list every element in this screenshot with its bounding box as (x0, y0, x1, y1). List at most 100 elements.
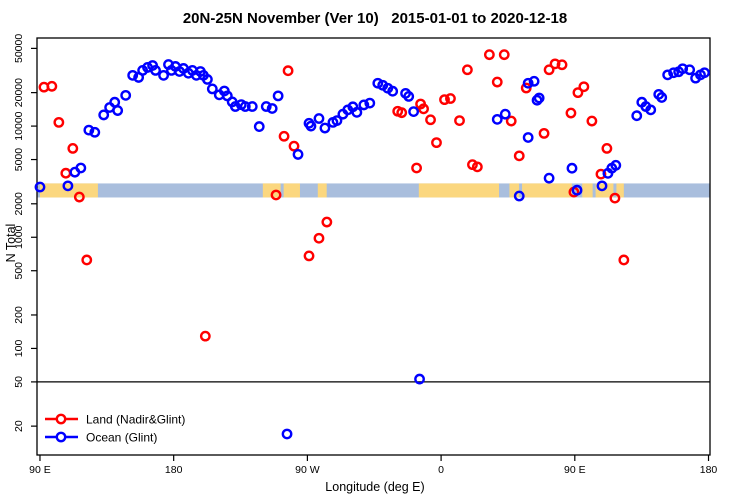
ocean-data-point (684, 64, 696, 76)
legend-marker-icon (55, 431, 67, 443)
ocean-data-point (531, 94, 543, 106)
ocean-data-point (202, 74, 213, 85)
ocean-data-point (75, 162, 87, 174)
land-data-point (543, 64, 555, 76)
ocean-data-point (677, 63, 689, 75)
ocean-data-point (543, 172, 555, 184)
x-axis-tick-label: 90 W (295, 464, 320, 476)
land-data-point (288, 140, 300, 152)
ocean-data-point (656, 92, 668, 103)
ocean-data-point (513, 190, 525, 202)
land-data-point (498, 49, 510, 61)
y-axis-tick-label: 200 (13, 306, 25, 324)
land-data-point (431, 137, 442, 149)
land-data-point (411, 162, 422, 174)
land-data-point (471, 161, 483, 173)
land-data-point (454, 115, 465, 127)
ocean-data-point (631, 110, 643, 122)
land-data-point (396, 107, 408, 119)
y-axis-tick-label: 20 (13, 420, 25, 432)
plot-border (36, 37, 711, 456)
land-data-point (513, 150, 525, 162)
y-axis-tick-label: 2000 (13, 192, 25, 216)
ocean-data-point (528, 75, 540, 87)
land-data-point (572, 87, 584, 99)
ocean-data-point (281, 428, 293, 440)
ocean-data-point (305, 120, 317, 132)
ocean-data-point (668, 67, 680, 79)
ocean-data-point (358, 99, 370, 111)
ocean-data-point (414, 373, 425, 385)
ocean-data-point (158, 69, 169, 81)
ocean-data-point (566, 162, 578, 174)
ocean-data-point (403, 90, 415, 102)
land-data-point (73, 191, 85, 203)
land-data-point (578, 81, 590, 93)
ocean-data-point (610, 159, 622, 171)
map-strip-land-segment (522, 183, 572, 198)
x-axis-tick-label: 180 (700, 464, 718, 476)
x-axis-tick-label: 0 (438, 464, 444, 476)
ocean-data-point (522, 132, 534, 143)
ocean-data-point (313, 113, 325, 124)
y-axis-tick-label: 100 (13, 340, 25, 358)
ocean-data-point (260, 101, 272, 112)
x-axis-tick-label: 180 (165, 464, 183, 476)
legend-marker-icon (55, 413, 67, 425)
land-data-point (439, 94, 450, 106)
land-data-point (303, 250, 315, 262)
ocean-data-point (34, 181, 46, 193)
ocean-data-point (522, 77, 534, 89)
land-data-point (461, 64, 473, 76)
ocean-data-point (272, 90, 284, 102)
ocean-data-point (62, 180, 74, 192)
ocean-data-point (351, 106, 363, 118)
ocean-data-point (699, 67, 710, 79)
ocean-data-point (83, 124, 95, 136)
ocean-data-point (596, 180, 608, 192)
ocean-data-point (266, 103, 278, 114)
x-axis-tick-label: 90 E (564, 464, 586, 476)
land-data-point (270, 189, 282, 201)
ocean-data-point (246, 101, 258, 112)
land-data-point (278, 130, 290, 142)
map-strip-land-segment (262, 183, 281, 198)
map-strip-land-segment (509, 183, 520, 198)
land-data-point (609, 192, 621, 204)
land-data-point (60, 167, 72, 179)
ocean-data-point (239, 101, 251, 112)
y-axis-tick-label: 5000 (13, 148, 25, 172)
ocean-data-point (645, 104, 657, 116)
land-data-point (53, 116, 65, 128)
ocean-data-point (491, 113, 503, 125)
ocean-data-point (229, 101, 241, 112)
land-data-point (67, 142, 79, 154)
ocean-data-point (319, 122, 331, 134)
x-axis-label: Longitude (deg E) (325, 480, 425, 494)
land-data-point (321, 216, 333, 228)
land-data-point (565, 107, 577, 119)
land-data-point (445, 93, 456, 104)
legend-item-label: Land (Nadir&Glint) (86, 413, 185, 427)
ocean-data-point (331, 115, 343, 127)
y-axis-tick-label: 10000 (13, 111, 25, 140)
map-strip-land-segment (616, 183, 624, 198)
chart-title: 20N-25N November (Ver 10) 2015-01-01 to … (182, 10, 568, 27)
y-axis-label: N Total (4, 223, 18, 263)
ocean-data-point (571, 184, 583, 196)
ocean-data-point (206, 83, 218, 95)
y-axis-tick-label: 20000 (13, 78, 25, 107)
land-data-point (549, 58, 561, 70)
ocean-data-point (127, 69, 139, 81)
land-data-point (425, 114, 436, 126)
ocean-data-point (364, 97, 376, 109)
land-data-point (505, 115, 517, 127)
ocean-data-point (499, 108, 511, 120)
ocean-data-point (408, 106, 420, 118)
map-strip-land-segment (582, 183, 593, 198)
ocean-data-point (120, 89, 132, 101)
ocean-data-point (533, 92, 545, 104)
y-axis-tick-label: 50000 (13, 34, 25, 63)
